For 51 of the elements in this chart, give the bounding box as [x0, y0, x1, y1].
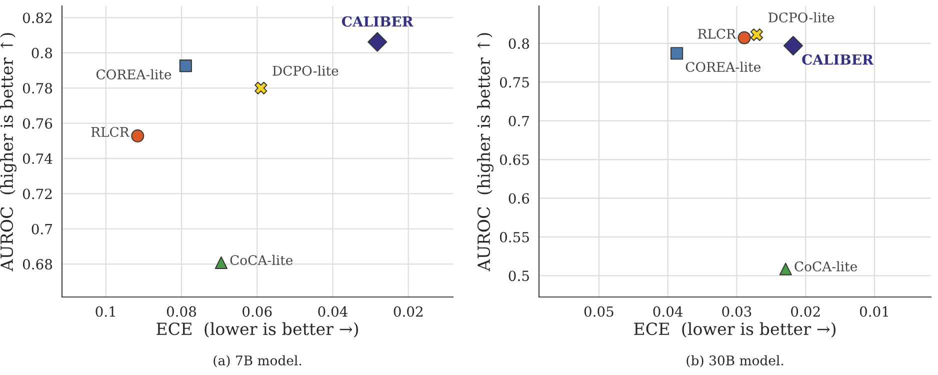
series-label: RLCR	[698, 28, 736, 39]
y-axis-title: AUROC (higher is better ↑)	[477, 33, 494, 272]
point	[670, 47, 684, 60]
y-tick-label: 0.7	[508, 116, 529, 126]
x-tick-label: 0.02	[394, 306, 422, 317]
y-tick-label: 0.8	[508, 38, 530, 49]
x-axis-title: ECE (lower is better →)	[634, 322, 836, 338]
y-tick-label: 0.6	[508, 193, 530, 204]
y-tick-label: 0.75	[500, 77, 529, 88]
y-tick-label: 0.7	[32, 224, 52, 234]
series-label: RLCR	[91, 126, 130, 137]
y-tick-label: 0.55	[500, 232, 529, 242]
point	[254, 82, 268, 94]
point	[783, 36, 804, 56]
x-tick-label: 0.08	[166, 306, 196, 317]
x-axis-title: ECE (lower is better →)	[156, 322, 358, 338]
point	[738, 31, 751, 44]
y-tick-label: 0.78	[22, 83, 52, 94]
series-label: CALIBER	[342, 16, 414, 27]
y-tick-label: 0.72	[22, 188, 52, 200]
x-tick-label: 0.04	[318, 306, 348, 317]
x-tick-label: 0.04	[653, 306, 683, 317]
x-tick-label: 0.03	[722, 306, 752, 317]
series-label: DCPO-lite	[768, 12, 834, 22]
x-tick-label: 0.02	[791, 306, 820, 317]
point	[368, 32, 388, 52]
text: (b) 30B model.	[686, 355, 784, 368]
x-tick-label: 0.05	[584, 306, 614, 317]
series-label: COREA-lite	[96, 69, 172, 80]
y-tick-label: 0.76	[22, 118, 52, 129]
point	[750, 28, 763, 42]
y-tick-label: 0.68	[22, 259, 52, 270]
y-tick-label: 0.65	[500, 154, 529, 165]
y-axis-title: AUROC (higher is better ↑)	[0, 33, 16, 272]
x-tick-label: 0.01	[860, 306, 888, 317]
y-tick-label: 0.8	[32, 48, 52, 58]
y-tick-label: 0.82	[22, 12, 52, 24]
point	[779, 262, 792, 276]
point	[179, 60, 192, 72]
point	[214, 256, 228, 269]
series-label: CoCA-lite	[794, 261, 857, 272]
series-label: COREA-lite	[686, 62, 760, 72]
x-tick-label: 0.1	[96, 306, 115, 317]
point	[131, 129, 144, 142]
series-label: DCPO-lite	[272, 66, 338, 76]
series-label: CoCA-lite	[230, 254, 293, 266]
x-tick-label: 0.06	[242, 306, 272, 317]
text: (a) 7B model.	[214, 355, 302, 368]
y-tick-label: 0.74	[22, 153, 52, 164]
y-tick-label: 0.5	[508, 270, 529, 282]
series-label: CALIBER	[802, 54, 874, 65]
